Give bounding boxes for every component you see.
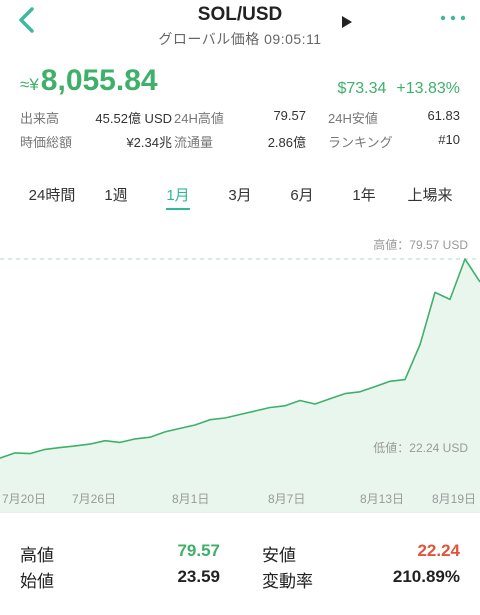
time-range-tabs: 24時間 1週 1月 3月 6月 1年 上場来 xyxy=(0,180,480,216)
summary-open-label: 始値 xyxy=(20,572,54,591)
tab-3m[interactable]: 3月 xyxy=(228,187,252,204)
tab-1m[interactable]: 1月 xyxy=(166,187,190,204)
tab-all-time[interactable]: 上場来 xyxy=(407,187,453,204)
header: SOL/USD グローバル価格 09:05:11 xyxy=(0,0,480,56)
x-tick-label: 8月1日 xyxy=(172,492,210,506)
more-button[interactable] xyxy=(438,10,468,30)
tab-24h[interactable]: 24時間 xyxy=(28,187,76,204)
summary-high-label: 高値 xyxy=(20,546,54,565)
price-change: $73.34 +13.83% xyxy=(337,80,460,98)
price-row: ≈¥8,055.84 $73.34 +13.83% xyxy=(20,64,460,104)
stat-row: 出来高 45.52億 USD 24H高値 79.57 24H安値 61.83 xyxy=(20,108,460,132)
stat-label-ranking: ランキング xyxy=(328,135,393,150)
stat-value-circulating: 2.86億 xyxy=(267,135,306,150)
chevron-left-icon xyxy=(19,7,34,33)
chart-low-label-text: 低値： xyxy=(373,441,410,455)
page-title: SOL/USD xyxy=(197,4,283,25)
stat-label-market-cap: 時価総額 xyxy=(20,135,73,150)
summary-row: 始値 23.59 変動率 210.89% xyxy=(20,567,460,593)
x-tick-label: 7月26日 xyxy=(72,492,117,506)
summary-change-value: 210.89% xyxy=(392,567,460,586)
x-tick-label: 8月19日 xyxy=(432,492,477,506)
x-tick-label: 8月7日 xyxy=(268,492,306,506)
summary-change-label: 変動率 xyxy=(262,572,313,591)
tab-1y[interactable]: 1年 xyxy=(352,187,376,204)
active-tab-indicator xyxy=(166,208,190,210)
stat-row: 時価総額 ¥2.34兆 流通量 2.86億 ランキング #10 xyxy=(20,132,460,156)
stat-label-volume: 出来高 xyxy=(20,111,60,126)
chart-high-value: 79.57 USD xyxy=(409,238,468,252)
stat-value-24h-high: 79.57 xyxy=(273,108,306,123)
summary-panel: 高値 79.57 安値 22.24 始値 23.59 変動率 210.89% xyxy=(0,512,480,615)
price-line xyxy=(0,258,480,459)
more-dots-icon xyxy=(440,15,466,21)
summary-low-value: 22.24 xyxy=(417,541,460,560)
divider xyxy=(0,512,480,513)
stat-label-24h-high: 24H高値 xyxy=(174,111,224,126)
approx-symbol: ≈¥ xyxy=(20,75,39,94)
summary-high-value: 79.57 xyxy=(177,541,220,560)
summary-row: 高値 79.57 安値 22.24 xyxy=(20,541,460,567)
stat-label-circulating: 流通量 xyxy=(174,135,214,150)
summary-low-label: 安値 xyxy=(262,546,296,565)
summary-open-value: 23.59 xyxy=(177,567,220,586)
stat-value-volume: 45.52億 USD xyxy=(95,111,172,126)
play-icon xyxy=(342,16,352,28)
price-chart[interactable]: 高値：79.57 USD 低値：22.24 USD 7月20日 7月26日 8月… xyxy=(0,222,480,512)
change-pct: +13.83% xyxy=(396,80,460,97)
chart-low-value: 22.24 USD xyxy=(409,441,468,455)
tab-1w[interactable]: 1週 xyxy=(104,187,128,204)
back-button[interactable] xyxy=(12,4,44,36)
current-price: ≈¥8,055.84 xyxy=(20,64,158,98)
tab-6m[interactable]: 6月 xyxy=(290,187,314,204)
stat-value-ranking: #10 xyxy=(438,132,460,147)
x-tick-label: 7月20日 xyxy=(2,492,47,506)
price-value: 8,055.84 xyxy=(40,64,158,97)
stat-value-24h-low: 61.83 xyxy=(427,108,460,123)
price-area-fill xyxy=(0,259,480,512)
page-subtitle: グローバル価格 09:05:11 xyxy=(158,31,322,47)
chart-low-label: 低値：22.24 USD xyxy=(373,439,468,456)
price-chart-svg xyxy=(0,258,480,512)
market-stats: 出来高 45.52億 USD 24H高値 79.57 24H安値 61.83 時… xyxy=(20,108,460,156)
chart-high-label-text: 高値： xyxy=(373,238,410,252)
stat-value-market-cap: ¥2.34兆 xyxy=(126,135,172,150)
chart-high-label: 高値：79.57 USD xyxy=(373,236,468,253)
change-usd: $73.34 xyxy=(337,80,387,97)
play-button[interactable] xyxy=(340,14,354,30)
stat-label-24h-low: 24H安値 xyxy=(328,111,378,126)
x-tick-label: 8月13日 xyxy=(360,492,405,506)
